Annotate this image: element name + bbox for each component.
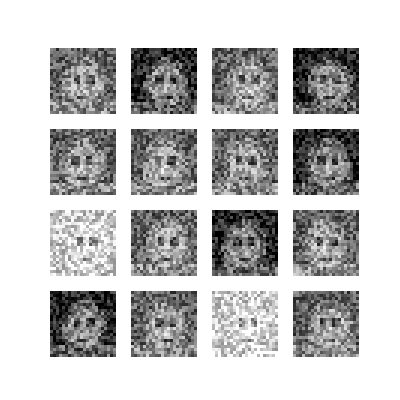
face-tile-8 xyxy=(293,129,359,195)
face-tile-6 xyxy=(131,129,197,195)
face-tile-13 xyxy=(50,291,116,357)
face-tile-1 xyxy=(50,48,116,114)
face-tile-10 xyxy=(131,210,197,276)
face-tile-5 xyxy=(50,129,116,195)
face-tile-12 xyxy=(293,210,359,276)
face-tile-15 xyxy=(212,291,278,357)
face-tile-16 xyxy=(293,291,359,357)
face-tile-9 xyxy=(50,210,116,276)
face-tile-3 xyxy=(212,48,278,114)
face-tile-14 xyxy=(131,291,197,357)
face-tile-4 xyxy=(293,48,359,114)
face-tile-11 xyxy=(212,210,278,276)
face-tile-7 xyxy=(212,129,278,195)
face-tile-2 xyxy=(131,48,197,114)
